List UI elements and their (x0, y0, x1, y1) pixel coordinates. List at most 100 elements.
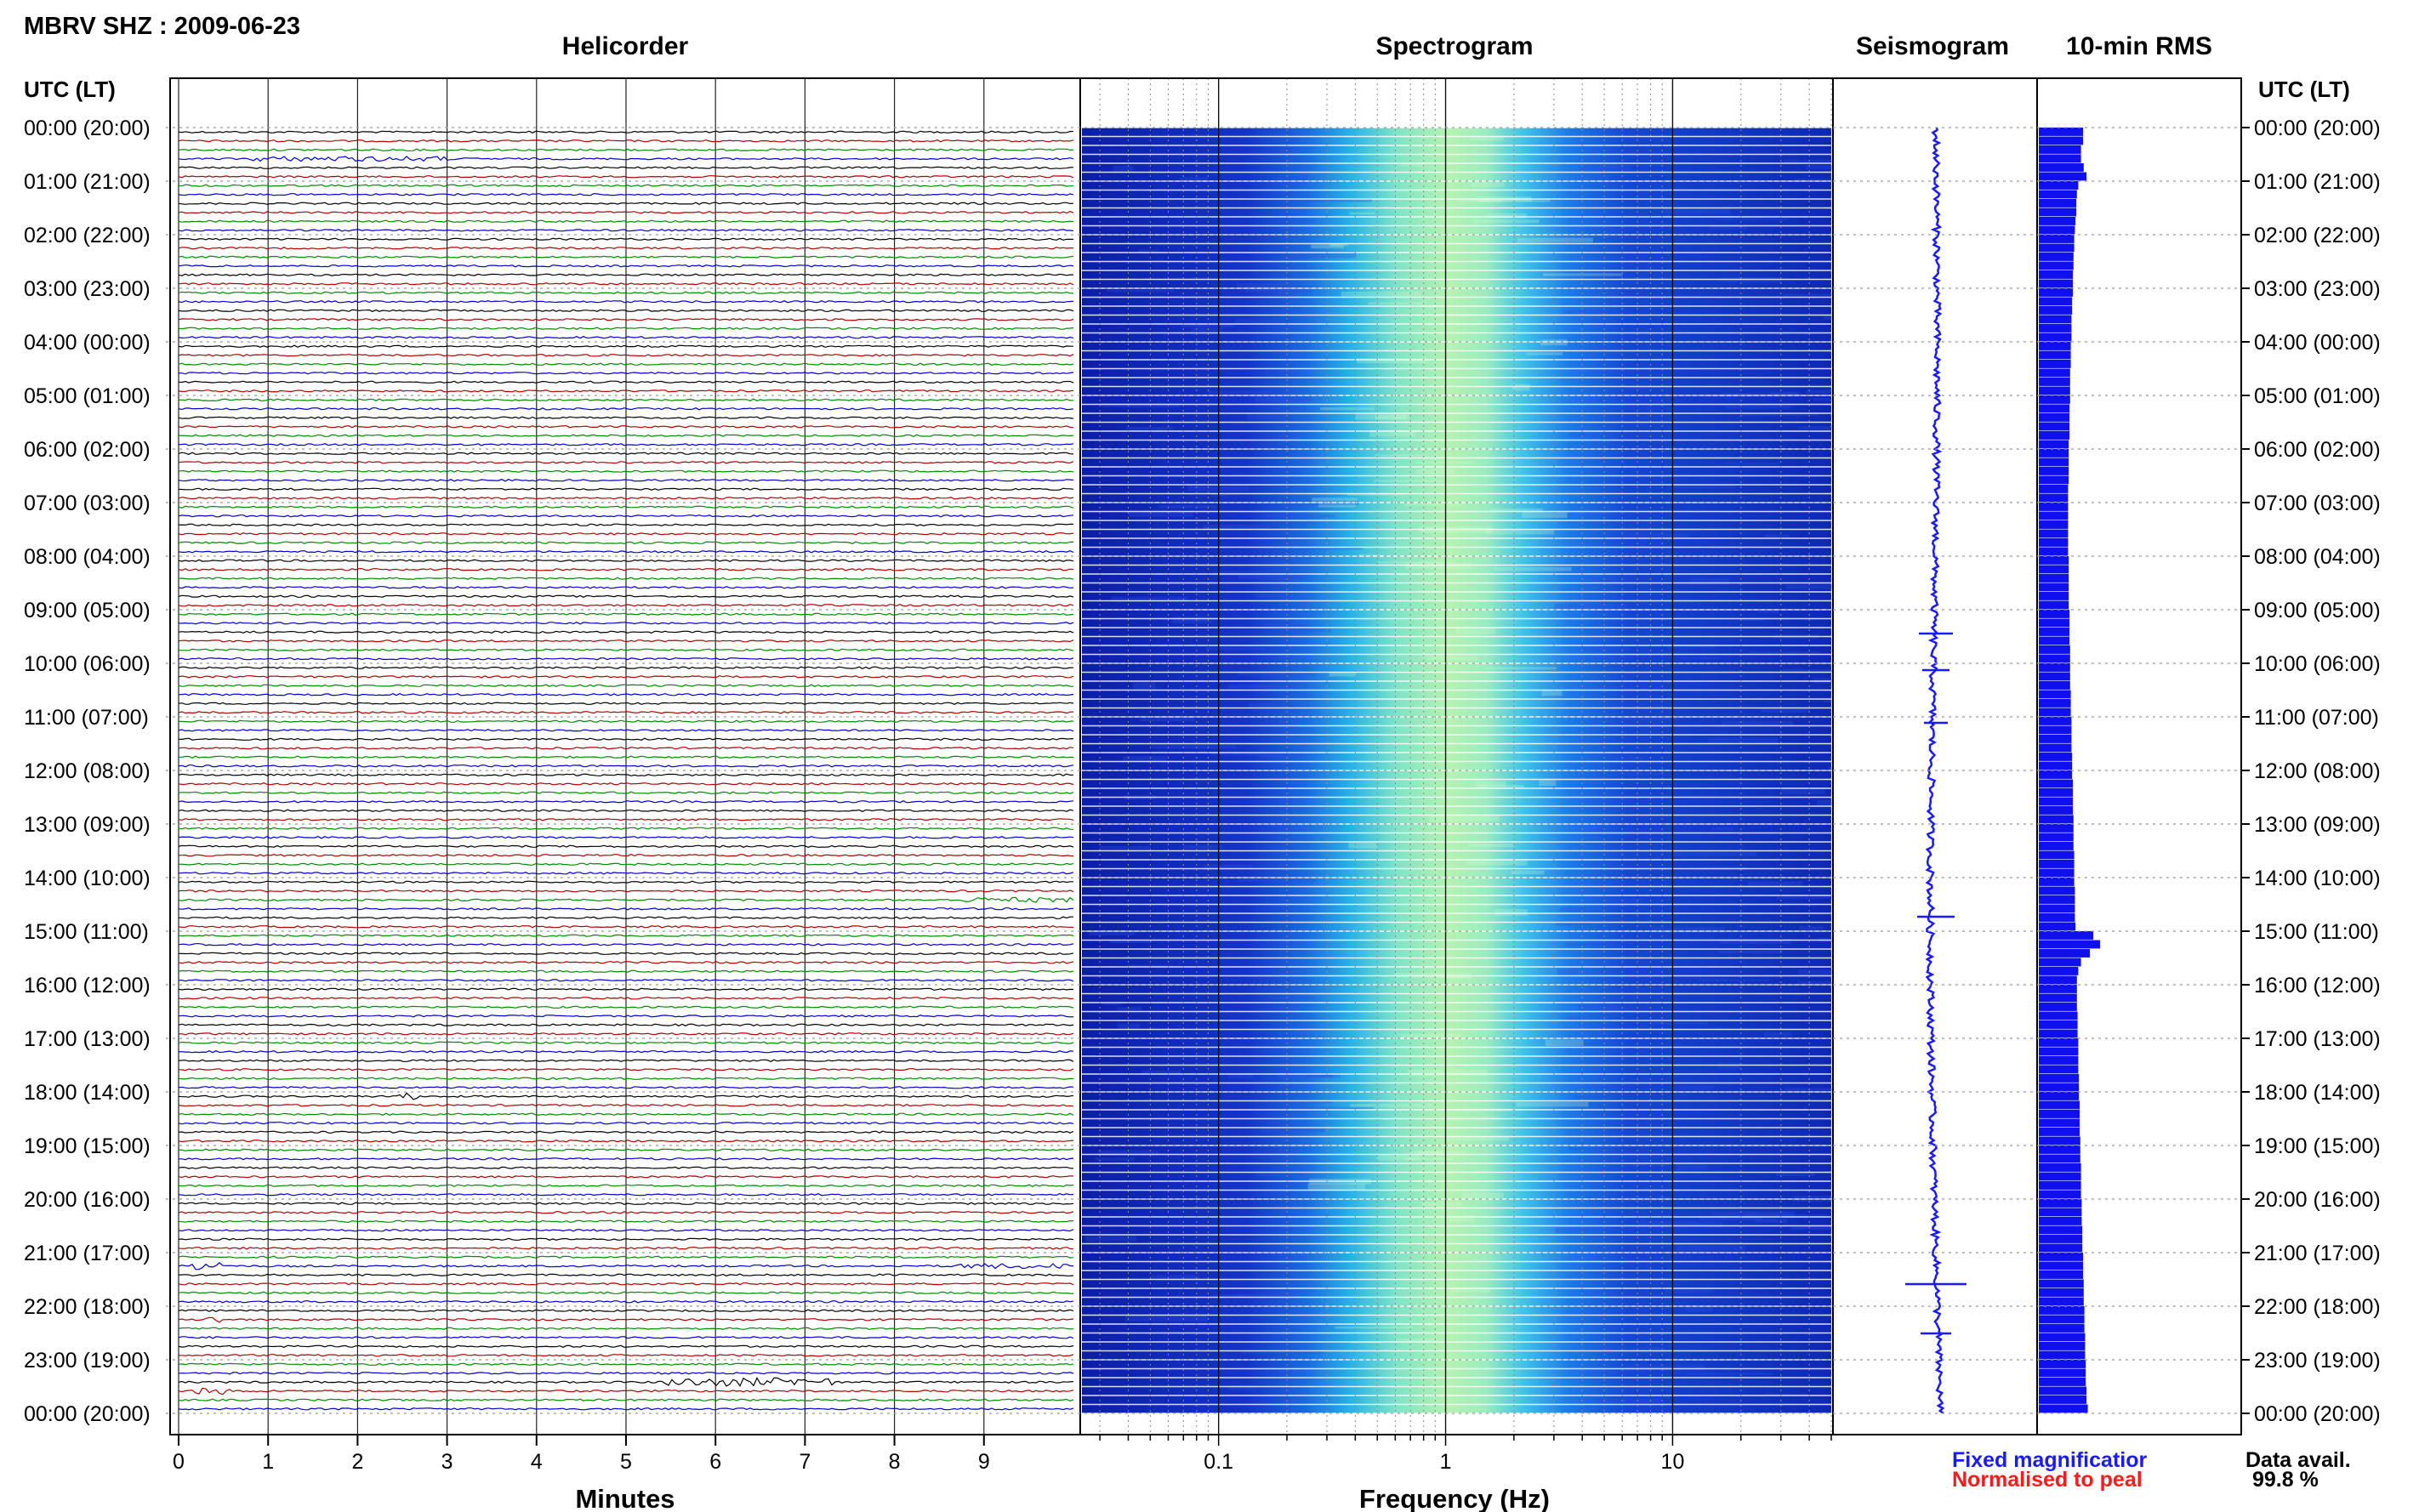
helicorder-trace-row (178, 1327, 1074, 1330)
rms-bar (2039, 565, 2069, 574)
rms-bar (2039, 475, 2069, 485)
time-label-left: 17:00 (13:00) (24, 1027, 151, 1051)
helicorder-trace-row (178, 487, 1074, 491)
spectrogram-streak (1555, 921, 1590, 926)
helicorder-trace-row (178, 532, 1074, 536)
helicorder-trace-row (178, 1175, 1074, 1179)
spectrogram-streak (1230, 685, 1287, 687)
spectrogram-streak (1235, 318, 1279, 325)
rms-bar (2039, 128, 2083, 136)
rms-bar (2039, 1110, 2080, 1118)
spectrogram-streak (1429, 816, 1500, 822)
time-label-left: 01:00 (21:00) (24, 170, 151, 194)
rms-bar (2039, 1404, 2088, 1413)
rms-bar (2039, 1020, 2078, 1029)
spectrogram-streak (1400, 1033, 1462, 1040)
rms-bar (2039, 431, 2069, 440)
spectrogram-streak (1574, 1095, 1616, 1099)
spectrogram-streak (1785, 584, 1836, 589)
rms-bar (2039, 860, 2075, 868)
time-label-left: 07:00 (03:00) (24, 492, 151, 515)
minute-tick-label: 0 (173, 1450, 185, 1474)
rms-bar (2039, 350, 2071, 360)
spectrogram-streak (1722, 392, 1802, 397)
time-label-right: 04:00 (00:00) (2254, 331, 2381, 355)
spectrogram-streak (1606, 898, 1644, 906)
spectrogram-streak (1349, 212, 1375, 215)
spectrogram-streak (1562, 310, 1605, 315)
rms-bar (2039, 779, 2073, 788)
rms-bar (2039, 618, 2069, 628)
spectrogram-streak (1783, 159, 1833, 164)
spectrogram-streak (1208, 390, 1273, 395)
minute-tick-label: 2 (351, 1450, 363, 1474)
rms-bar (2039, 404, 2069, 413)
rms-bar (2039, 368, 2070, 378)
spectrogram-streak (1320, 406, 1375, 411)
time-label-right: 19:00 (15:00) (2254, 1134, 2381, 1158)
helicorder-trace-row (178, 497, 1074, 500)
rms-bar (2039, 1243, 2083, 1253)
spectrogram-streak (1725, 463, 1781, 465)
rms-bar (2039, 1333, 2086, 1342)
spectrogram-streak (1517, 237, 1593, 242)
rms-bar (2039, 440, 2069, 449)
rms-bar (2039, 1378, 2086, 1386)
spectrogram-streak (1817, 799, 1836, 807)
spectrogram-streak (1707, 737, 1779, 743)
helicorder-trace-row (178, 890, 1074, 893)
helicorder-trace-row (178, 987, 1074, 991)
spectrogram-streak (1111, 596, 1188, 602)
helicorder-trace-row (178, 827, 1074, 830)
spectrogram-streak (1340, 291, 1421, 297)
helicorder-trace-row (178, 1104, 1074, 1107)
helicorder-trace-row (178, 389, 1074, 393)
spectrogram-streak (1180, 177, 1209, 182)
rms-bar (2039, 815, 2074, 824)
spectrogram-streak (1698, 979, 1769, 981)
rms-bar (2039, 931, 2093, 940)
spectrogram-streak (1750, 651, 1820, 654)
spectrogram-streak (1125, 1315, 1208, 1322)
spectrogram-streak (1567, 1016, 1585, 1021)
rms-bar (2039, 395, 2070, 404)
rms-bar (2039, 1065, 2079, 1074)
spectrogram-streak (1376, 1155, 1420, 1161)
rms-bar (2039, 949, 2090, 958)
helicorder-trace-row (178, 202, 1074, 205)
spectrogram-streak (1568, 1147, 1616, 1151)
helicorder-trace-row (178, 684, 1074, 687)
spectrogram-streak (1559, 907, 1587, 912)
helicorder-trace-row (178, 1211, 1074, 1214)
helicorder-trace-row (178, 372, 1074, 375)
rms-bar (2039, 636, 2069, 645)
helicorder-trace-row (178, 1068, 1074, 1071)
spectrogram-streak (1688, 1373, 1773, 1376)
rms-bar (2039, 306, 2073, 315)
helicorder-trace-row (178, 979, 1074, 982)
rms-bar (2039, 1118, 2080, 1128)
helicorder-trace-row (178, 622, 1074, 625)
rms-bar (2039, 413, 2069, 422)
helicorder-trace-row (178, 300, 1074, 304)
rms-bar (2039, 600, 2069, 610)
spectrogram-streak (1626, 386, 1662, 389)
spectrogram-streak (1780, 787, 1825, 794)
seismogram-title: Seismogram (1856, 32, 2009, 60)
spectrogram-panel: 0.1 1 10 Frequency (Hz) (1079, 77, 1889, 1512)
spectrogram-streak (1329, 671, 1357, 677)
spectrogram-streak (1089, 930, 1136, 936)
minute-tick-label: 3 (441, 1450, 453, 1474)
rms-bar (2039, 574, 2069, 583)
helicorder-trace-row (178, 1237, 1074, 1241)
helicorder-trace-row (178, 809, 1074, 812)
helicorder-trace-row (178, 657, 1074, 661)
rms-bar (2039, 886, 2075, 895)
spectrogram-streak (1698, 1215, 1763, 1220)
spectrogram-streak (1555, 1227, 1590, 1234)
spectrogram-streak (1449, 1215, 1474, 1222)
helicorder-trace-row (178, 264, 1074, 268)
helicorder-trace-row (178, 139, 1074, 143)
spectrogram-streak (1617, 533, 1690, 538)
helicorder-trace-row (178, 1247, 1074, 1250)
